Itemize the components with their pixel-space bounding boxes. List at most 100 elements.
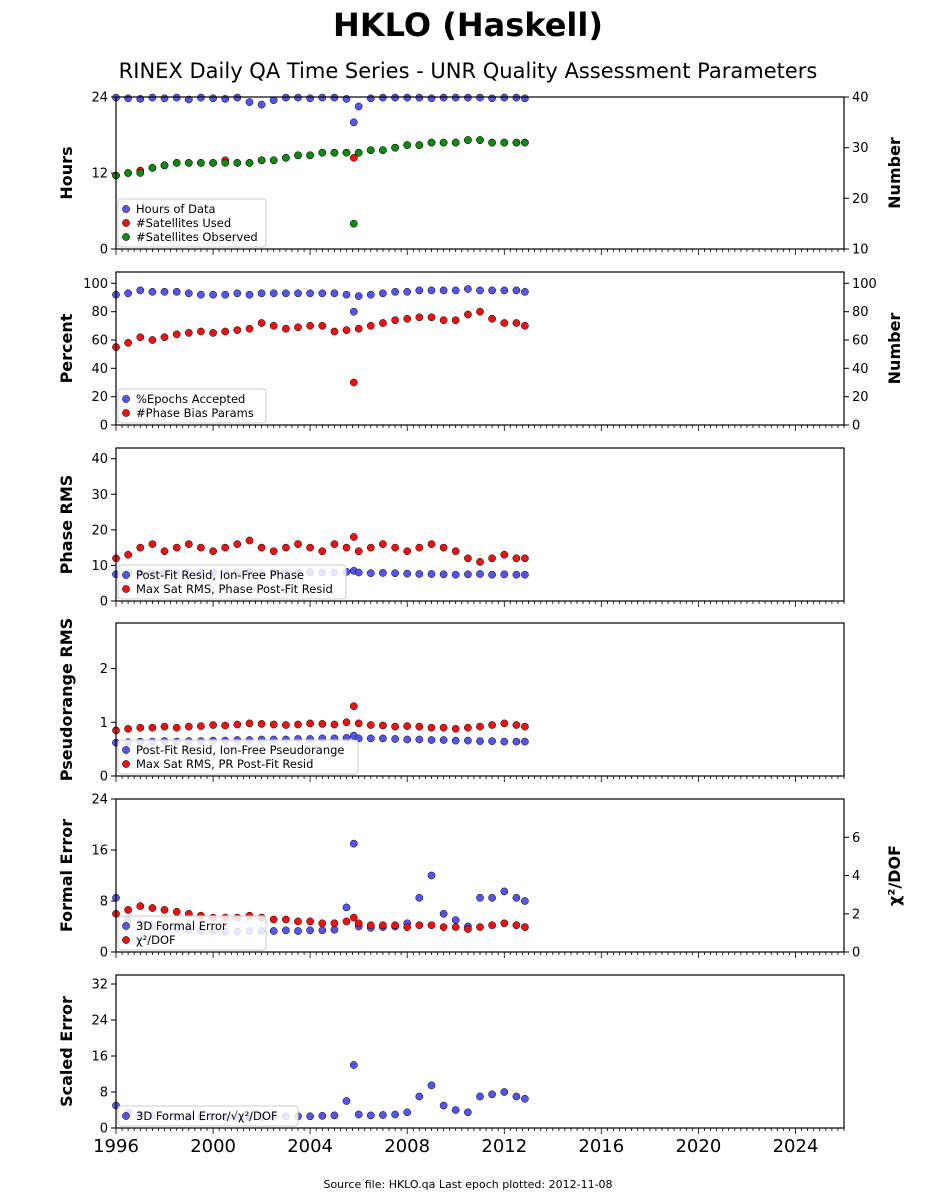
point-2-36 (521, 923, 529, 931)
point-2-22 (354, 719, 363, 728)
point-2-30 (451, 547, 460, 556)
point-1-33 (488, 893, 496, 902)
point-2-29 (439, 316, 448, 325)
point-1-25 (391, 569, 399, 578)
point-1-17 (306, 94, 314, 103)
y-tick-label: 0 (100, 1122, 108, 1137)
point-1-2 (124, 289, 132, 298)
x-tick-label: 2012 (481, 1136, 527, 1157)
point-3-22 (354, 148, 363, 157)
point-1-34 (500, 570, 509, 579)
legend-label: Max Sat RMS, PR Post-Fit Resid (136, 757, 313, 771)
point-1-36 (521, 737, 529, 746)
point-2-9 (209, 329, 217, 337)
point-2-16 (294, 720, 302, 729)
point-1-22 (354, 568, 363, 577)
point-1-36 (521, 1094, 529, 1103)
y-tick-label: 12 (91, 167, 108, 182)
point-1-12 (245, 98, 254, 106)
point-3-8 (197, 159, 205, 167)
point-2-26 (403, 722, 412, 730)
point-1-21 (349, 1061, 358, 1069)
point-1-36 (521, 570, 529, 579)
point-2-35 (512, 921, 521, 930)
point-1-29 (439, 1101, 448, 1110)
point-1-12 (245, 290, 254, 299)
point-1-34 (500, 286, 509, 295)
point-1-23 (366, 94, 375, 103)
point-1-7 (184, 289, 193, 298)
point-1-18 (318, 289, 327, 298)
legend-marker (122, 922, 130, 930)
point-1-26 (403, 287, 412, 296)
point-3-23 (366, 146, 375, 155)
legend-label: Post-Fit Resid, Ion-Free Pseudorange (136, 743, 344, 757)
point-2-11 (233, 720, 242, 729)
point-2-2 (124, 338, 132, 347)
point-2-30 (451, 923, 460, 931)
point-1-23 (366, 734, 375, 743)
point-2-18 (318, 547, 327, 556)
point-2-12 (245, 324, 254, 333)
y-right-axis-label: Number (885, 313, 904, 385)
point-3-26 (403, 141, 412, 149)
point-2-13 (257, 319, 266, 327)
point-1-18 (318, 926, 327, 935)
y-tick-label: 2 (100, 662, 108, 677)
point-3-29 (439, 138, 448, 147)
y-right-tick-label: 0 (852, 419, 860, 434)
point-1-28 (427, 1081, 436, 1090)
point-2-21 (349, 378, 358, 387)
point-2-15 (282, 543, 290, 552)
y-tick-label: 40 (91, 362, 108, 377)
point-2-18 (318, 919, 327, 928)
point-3-35 (512, 138, 521, 147)
point-2-3 (136, 902, 145, 910)
y-axis-label: Pseudorange RMS (57, 618, 76, 781)
point-2-15 (282, 324, 290, 333)
y-tick-label: 24 (91, 91, 108, 106)
point-1-4 (148, 287, 157, 296)
point-1-31 (464, 285, 472, 293)
point-2-26 (403, 923, 412, 931)
point-2-13 (257, 543, 266, 552)
point-2-27 (415, 543, 424, 552)
point-3-15 (282, 153, 290, 162)
y-tick-label: 20 (91, 523, 108, 538)
point-2-8 (197, 722, 205, 730)
point-2-6 (172, 723, 181, 732)
y-right-tick-label: 0 (852, 946, 860, 961)
legend-marker (122, 760, 130, 768)
legend-marker (122, 1112, 130, 1120)
point-2-22 (354, 547, 363, 556)
point-3-19 (330, 148, 339, 157)
point-2-8 (197, 327, 205, 336)
point-1-3 (136, 95, 145, 103)
point-1-14 (269, 289, 278, 298)
point-2-4 (148, 540, 157, 548)
point-1-28 (427, 570, 436, 578)
point-1-32 (476, 1092, 484, 1101)
point-1-32 (476, 893, 484, 902)
point-1-29 (439, 909, 448, 918)
point-2-32 (476, 558, 484, 566)
point-1-22 (354, 1110, 363, 1119)
point-2-11 (233, 540, 242, 548)
legend-label: #Satellites Used (136, 216, 231, 230)
legend-label: Max Sat RMS, Phase Post-Fit Resid (136, 582, 333, 596)
point-1-27 (415, 1092, 424, 1101)
point-2-31 (464, 925, 472, 933)
point-3-27 (415, 141, 424, 149)
point-3-2 (124, 169, 132, 177)
y-tick-label: 16 (91, 1050, 108, 1065)
point-2-30 (451, 724, 460, 733)
legend-box (117, 1105, 299, 1127)
point-2-23 (366, 543, 375, 552)
point-1-29 (439, 570, 448, 579)
point-2-33 (488, 721, 496, 729)
point-1-22 (354, 292, 363, 300)
